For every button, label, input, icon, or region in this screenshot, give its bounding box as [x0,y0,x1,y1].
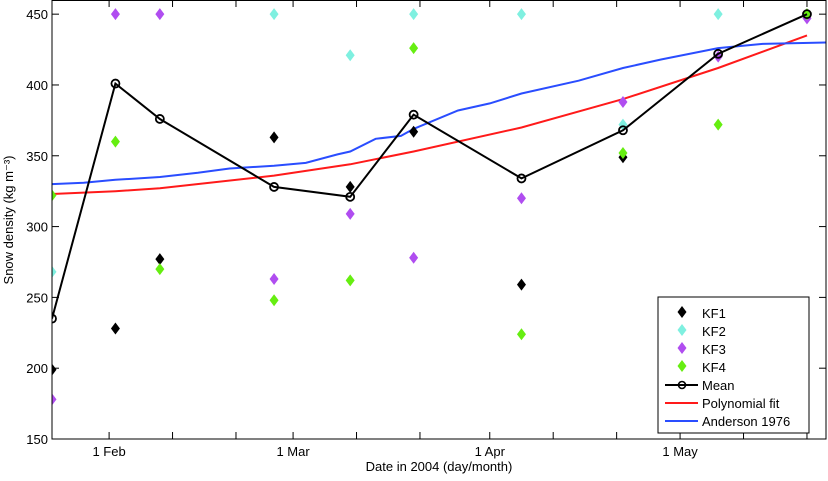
kf2-point [713,8,723,21]
kf1-point [110,322,120,335]
legend-item: KF1 [677,306,726,321]
mean-point [110,78,121,89]
kf4-point [52,189,57,202]
kf4-point [155,263,165,276]
mean-point [408,109,419,120]
legend: KF1 KF2 KF3 KF4 Mean Polynomial fit Anderson 1… [657,296,810,434]
kf4-point [345,274,355,287]
mean-point [52,313,57,324]
plot-area [52,8,826,406]
y-tick-label: 400 [26,78,48,93]
y-tick-label: 450 [26,7,48,22]
kf4-point [409,42,419,55]
kf4-point [713,118,723,131]
kf1-point [269,131,279,144]
legend-diamond-icon [677,360,687,372]
legend-label: KF4 [702,360,726,375]
kf3-point [516,192,526,205]
y-tick-label: 300 [26,220,48,235]
legend-item: KF2 [677,324,726,339]
x-tick-label: 1 May [662,444,698,459]
kf3-point [409,251,419,264]
y-tick-label: 350 [26,149,48,164]
legend-item: Mean [665,378,735,393]
mean-point [269,182,279,192]
kf2-point [52,265,57,278]
kf1-point [52,363,57,376]
y-axis-label: Snow density (kg m⁻³) [1,156,16,285]
kf4-point [269,294,279,307]
series-group [52,8,826,406]
kf2-point [409,8,419,21]
y-tick-label: 200 [26,361,48,376]
x-tick-label: 1 Feb [92,444,125,459]
legend-label: Mean [702,378,735,393]
mean-point [516,173,527,184]
kf3-point [110,8,120,21]
y-tick-label: 150 [26,432,48,447]
kf1-point [409,125,419,138]
kf4-point [110,135,120,148]
anderson-1976-line [52,41,826,186]
mean-line [52,13,808,319]
legend-diamond-icon [677,324,687,336]
polynomial-fit-line [52,34,808,195]
legend-label: Polynomial fit [702,396,780,411]
kf3-point [52,393,57,406]
x-tick-label: 1 Apr [475,444,506,459]
y-tick-label: 250 [26,290,48,305]
kf3-point [155,8,165,21]
legend-item: KF4 [677,360,726,375]
legend-item: Anderson 1976 [665,414,790,429]
legend-label: KF1 [702,306,726,321]
kf1-point [155,253,165,266]
kf1-point [345,180,355,193]
kf2-point [345,49,355,62]
x-axis-label: Date in 2004 (day/month) [366,459,513,474]
kf3-point [269,272,279,285]
legend-label: Anderson 1976 [702,414,790,429]
kf2-point [269,8,279,21]
x-tick-label: 1 Mar [276,444,310,459]
kf1-point [516,278,526,291]
mean-point [154,114,165,124]
legend-circle-icon [677,380,687,390]
mean-point [713,48,724,59]
axis-ticks: 1 Feb 1 Mar 1 Apr 1 May 150 200 250 300 350 400 45… [26,0,826,459]
axes-box [51,0,827,440]
legend-label: KF2 [702,324,726,339]
legend-diamond-icon [677,342,687,354]
legend-diamond-icon [677,306,687,318]
legend-label: KF3 [702,342,726,357]
kf4-point [618,146,628,159]
legend-item: KF3 [677,342,726,357]
mean-point [345,191,356,202]
kf3-point [345,207,355,220]
legend-item: Polynomial fit [665,396,780,411]
kf4-point [516,328,526,341]
kf2-point [516,8,526,21]
kf3-point [618,95,628,108]
mean-point [802,9,812,20]
mean-point [618,125,628,136]
